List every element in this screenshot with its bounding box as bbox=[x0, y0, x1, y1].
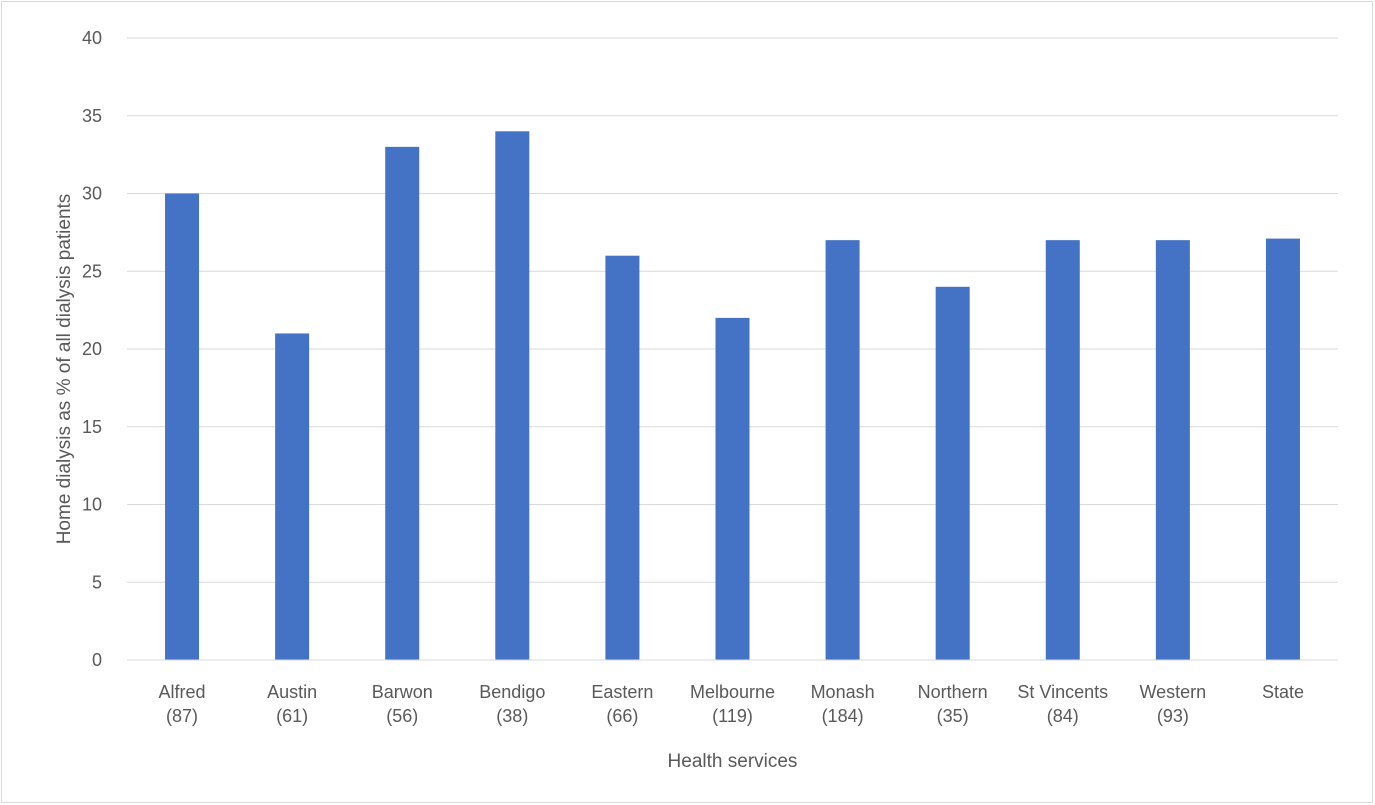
bar bbox=[715, 317, 750, 660]
bar bbox=[825, 240, 860, 660]
gridlines bbox=[127, 37, 1338, 583]
bar bbox=[1045, 240, 1080, 660]
bars bbox=[165, 131, 1300, 661]
x-axis-title: Health services bbox=[668, 751, 798, 772]
x-tick-label: Barwon (56) bbox=[372, 682, 433, 726]
bar bbox=[605, 255, 640, 660]
y-tick-label: 0 bbox=[92, 650, 102, 670]
x-tick-label: Northern (35) bbox=[918, 682, 988, 726]
y-tick-label: 35 bbox=[82, 106, 102, 126]
x-tick-label: Alfred (87) bbox=[159, 682, 206, 726]
x-tick-label: Bendigo (38) bbox=[479, 682, 545, 726]
x-tick-label: St Vincents (84) bbox=[1017, 682, 1108, 726]
x-axis-ticks: Alfred (87) Austin (61) Barwon (56) Bendigo (38… bbox=[159, 682, 1304, 726]
x-tick-label: Eastern (66) bbox=[591, 682, 653, 726]
x-tick-label: Monash (184) bbox=[811, 682, 875, 726]
x-tick-label: Melbourne (119) bbox=[690, 682, 775, 726]
y-tick-label: 30 bbox=[82, 184, 102, 204]
y-tick-label: 5 bbox=[92, 572, 102, 592]
y-tick-label: 20 bbox=[82, 339, 102, 359]
y-tick-label: 15 bbox=[82, 417, 102, 437]
bar bbox=[1155, 240, 1190, 660]
bar bbox=[495, 131, 530, 661]
bar bbox=[935, 286, 970, 660]
bar bbox=[165, 193, 200, 660]
x-tick-label: State bbox=[1262, 682, 1304, 702]
bar bbox=[275, 333, 310, 660]
y-axis-ticks: 0 5 10 15 20 25 30 35 40 bbox=[82, 28, 102, 670]
y-tick-label: 25 bbox=[82, 261, 102, 281]
bar bbox=[385, 146, 420, 661]
y-axis-title: Home dialysis as % of all dialysis patie… bbox=[54, 194, 75, 545]
bar bbox=[1265, 238, 1300, 660]
y-tick-label: 40 bbox=[82, 28, 102, 48]
y-tick-label: 10 bbox=[82, 495, 102, 515]
x-tick-label: Western (93) bbox=[1140, 682, 1207, 726]
x-tick-label: Austin (61) bbox=[267, 682, 317, 726]
